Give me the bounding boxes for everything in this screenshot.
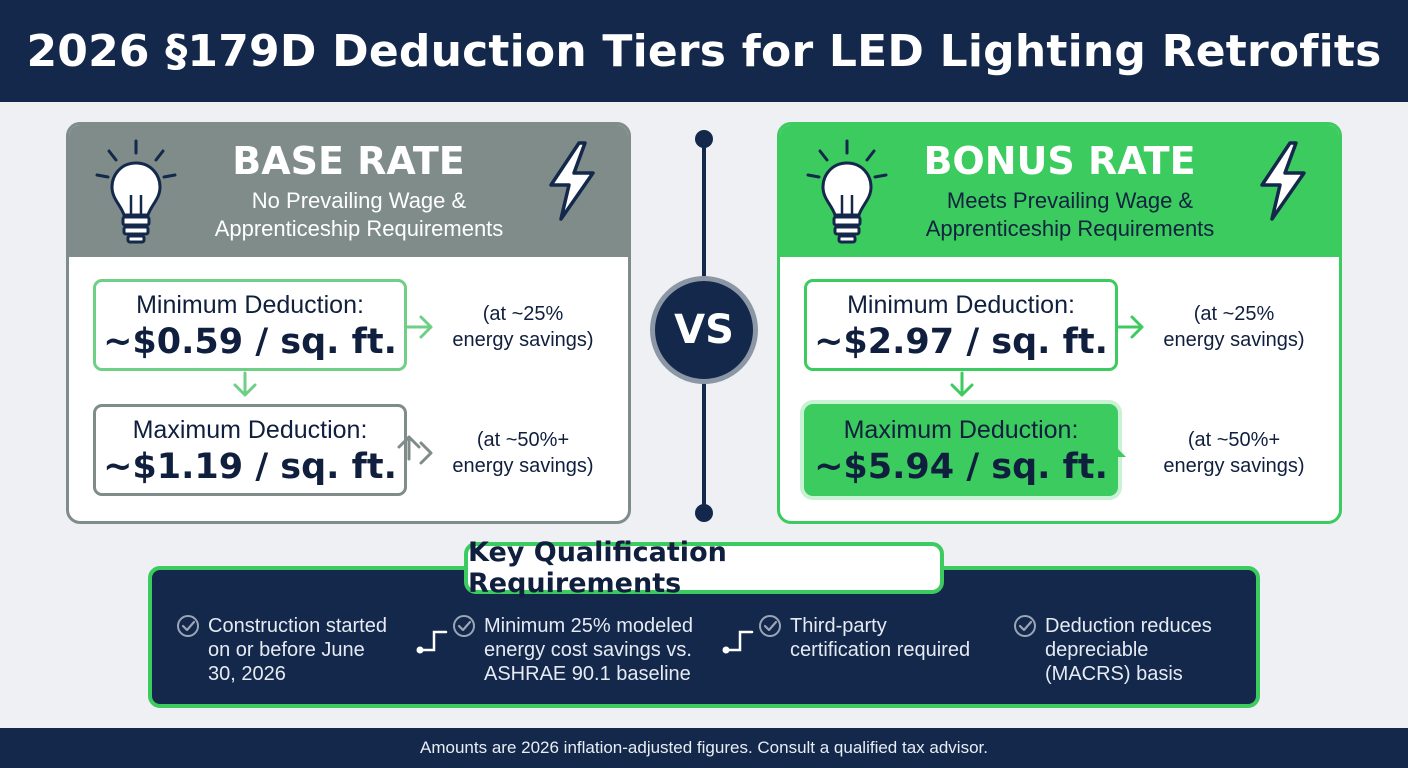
base-maximum-label: Maximum Deduction: — [132, 416, 368, 444]
base-maximum-value: ~$1.19 / sq. ft. — [103, 447, 397, 487]
requirement-line: Deduction reduces — [1045, 615, 1212, 637]
bonus-maximum-value: ~$5.94 / sq. ft. — [814, 447, 1108, 487]
bonus-rate-subtitle-line1: Meets Prevailing Wage & — [946, 188, 1194, 213]
bonus-maximum-note: (at ~50%+ energy savings) — [1144, 427, 1324, 479]
base-minimum-note-line2: energy savings) — [452, 329, 594, 351]
lightning-bolt-icon — [549, 141, 595, 221]
base-rate-subtitle-line2: Apprenticeship Requirements — [214, 216, 504, 241]
bonus-rate-subtitle-line2: Apprenticeship Requirements — [925, 216, 1215, 241]
requirement-line: Construction started — [208, 615, 387, 637]
requirement-line: Minimum 25% modeled — [484, 615, 693, 637]
base-minimum-deduction-box: Minimum Deduction: ~$0.59 / sq. ft. — [93, 279, 407, 371]
check-circle-icon — [759, 615, 781, 637]
base-maximum-note: (at ~50%+ energy savings) — [433, 427, 613, 479]
bonus-minimum-label: Minimum Deduction: — [847, 291, 1075, 319]
base-rate-panel: BASE RATE No Prevailing Wage & Apprentic… — [66, 122, 631, 524]
requirement-line: energy cost savings vs. — [484, 639, 692, 661]
bonus-rate-subtitle: Meets Prevailing Wage & Apprenticeship R… — [870, 187, 1270, 243]
requirement-line: (MACRS) basis — [1045, 663, 1183, 685]
base-maximum-deduction-box: Maximum Deduction: ~$1.19 / sq. ft. — [93, 404, 407, 496]
bonus-maximum-note-line1: (at ~50%+ — [1187, 429, 1281, 451]
bonus-maximum-note-line2: energy savings) — [1163, 455, 1305, 477]
base-arrows — [233, 315, 433, 465]
header-bar: 2026 §179D Deduction Tiers for LED Light… — [0, 0, 1408, 102]
arrow-right-icon — [419, 441, 433, 465]
requirement-line: depreciable — [1045, 639, 1149, 661]
base-maximum-note-line2: energy savings) — [452, 455, 594, 477]
divider-dot-bottom — [695, 504, 713, 522]
check-circle-icon — [1014, 615, 1036, 637]
bonus-minimum-note: (at ~25% energy savings) — [1144, 301, 1324, 353]
base-rate-title: BASE RATE — [232, 139, 465, 183]
requirement-line: certification required — [790, 639, 971, 661]
page-title: 2026 §179D Deduction Tiers for LED Light… — [26, 25, 1382, 77]
arrow-right-icon — [405, 315, 433, 339]
divider-dot-top — [695, 130, 713, 148]
base-minimum-value: ~$0.59 / sq. ft. — [103, 322, 397, 362]
bonus-rate-panel: BONUS RATE Meets Prevailing Wage & Appre… — [777, 122, 1342, 524]
requirement-line: 30, 2026 — [208, 663, 286, 685]
bonus-minimum-value: ~$2.97 / sq. ft. — [814, 322, 1108, 362]
arrow-right-icon — [1116, 315, 1144, 339]
bonus-maximum-label: Maximum Deduction: — [843, 416, 1079, 444]
base-maximum-note-line1: (at ~50%+ — [476, 429, 570, 451]
base-rate-subtitle-line1: No Prevailing Wage & — [251, 188, 467, 213]
requirement-connector — [416, 630, 448, 654]
bonus-rate-title: BONUS RATE — [923, 139, 1196, 183]
bonus-arrows — [950, 315, 1144, 467]
bonus-minimum-deduction-box: Minimum Deduction: ~$2.97 / sq. ft. — [804, 279, 1118, 371]
arrow-down-icon — [950, 371, 974, 397]
footer-bar: Amounts are 2026 inflation-adjusted figu… — [0, 728, 1408, 768]
requirement-text: Deduction reduces depreciable (MACRS) ba… — [1045, 614, 1212, 686]
base-minimum-label: Minimum Deduction: — [136, 291, 364, 319]
vs-badge: VS — [650, 276, 758, 384]
base-minimum-note-line1: (at ~25% — [482, 303, 564, 325]
requirements-title-box: Key Qualification Requirements — [464, 537, 944, 599]
bonus-rate-header: BONUS RATE Meets Prevailing Wage & Appre… — [780, 125, 1339, 257]
requirement-text: Minimum 25% modeled energy cost savings … — [484, 614, 693, 686]
lightbulb-icon — [95, 139, 177, 244]
requirement-text: Construction started on or before June 3… — [208, 614, 387, 686]
lightning-bolt-icon — [1260, 141, 1306, 221]
requirement-line: ASHRAE 90.1 baseline — [484, 663, 691, 685]
arrow-down-icon — [233, 371, 257, 397]
vs-label: VS — [674, 307, 734, 353]
bonus-minimum-note-line2: energy savings) — [1163, 329, 1305, 351]
check-circle-icon — [177, 615, 199, 637]
requirement-line: Third-party — [790, 615, 887, 637]
lightbulb-icon — [806, 139, 888, 244]
footer-disclaimer: Amounts are 2026 inflation-adjusted figu… — [420, 738, 988, 757]
requirement-connector — [722, 630, 754, 654]
requirement-text: Third-party certification required — [790, 614, 970, 662]
requirements-title: Key Qualification Requirements — [468, 537, 727, 599]
arrow-up-icon — [1094, 441, 1126, 467]
check-circle-icon — [453, 615, 475, 637]
base-rate-header: BASE RATE No Prevailing Wage & Apprentic… — [69, 125, 628, 257]
requirement-line: on or before June — [208, 639, 365, 661]
base-rate-subtitle: No Prevailing Wage & Apprenticeship Requ… — [159, 187, 559, 243]
arrow-up-icon — [397, 435, 421, 461]
base-minimum-note: (at ~25% energy savings) — [433, 301, 613, 353]
bonus-minimum-note-line1: (at ~25% — [1193, 303, 1275, 325]
bonus-maximum-deduction-box: Maximum Deduction: ~$5.94 / sq. ft. — [804, 404, 1118, 496]
